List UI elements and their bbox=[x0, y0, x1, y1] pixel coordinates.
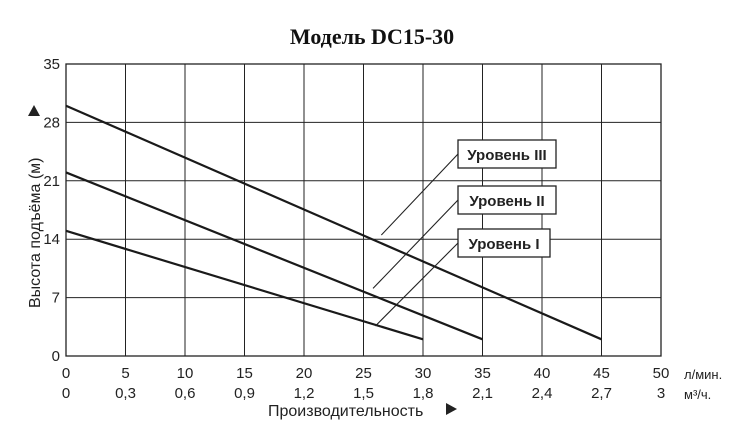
annotation-leader-line bbox=[372, 199, 459, 289]
annotation-label: Уровень I bbox=[468, 236, 539, 253]
y-tick-label: 14 bbox=[43, 231, 60, 248]
x-tick-label: 25 bbox=[355, 365, 372, 382]
x-tick-label: 50 bbox=[653, 365, 670, 382]
x-tick-label-secondary: 2,1 bbox=[472, 385, 493, 402]
annotation-callout: Уровень III bbox=[380, 139, 557, 236]
annotation-leader-line bbox=[380, 153, 459, 236]
annotation-callout: Уровень II bbox=[372, 185, 557, 289]
x-tick-labels-secondary: 0 0,3 0,6 0,9 1,2 1,5 1,8 2,1 2,4 2,7 3 bbox=[62, 385, 665, 402]
annotation-label: Уровень II bbox=[469, 193, 544, 210]
plot-frame bbox=[65, 63, 662, 357]
x-unit-primary: л/мин. bbox=[684, 367, 722, 382]
x-tick-label: 0 bbox=[62, 365, 70, 382]
x-tick-label-secondary: 1,8 bbox=[413, 385, 434, 402]
x-axis-label-group: Производительность bbox=[268, 403, 457, 420]
y-tick-label: 0 bbox=[52, 348, 60, 365]
series-lines bbox=[65, 104, 602, 341]
x-tick-label-secondary: 3 bbox=[657, 385, 665, 402]
x-tick-label-secondary: 0,6 bbox=[175, 385, 196, 402]
x-tick-label: 20 bbox=[296, 365, 313, 382]
x-tick-label-secondary: 2,7 bbox=[591, 385, 612, 402]
y-axis-arrow-icon bbox=[28, 105, 40, 116]
y-axis-label-group: Высота подъёма (м) bbox=[27, 105, 44, 308]
y-tick-label: 35 bbox=[43, 56, 60, 73]
annotation-label: Уровень III bbox=[467, 147, 546, 164]
x-tick-label: 45 bbox=[593, 365, 610, 382]
annotation-box bbox=[457, 228, 551, 258]
series-line-уровень-i bbox=[65, 229, 424, 341]
grid bbox=[66, 64, 661, 356]
series-line-уровень-ii bbox=[65, 171, 483, 341]
x-tick-label-secondary: 1,5 bbox=[353, 385, 374, 402]
x-tick-label-secondary: 0,3 bbox=[115, 385, 136, 402]
chart-title: Модель DC15-30 bbox=[290, 24, 454, 49]
x-tick-label: 35 bbox=[474, 365, 491, 382]
y-axis-label: Высота подъёма (м) bbox=[27, 158, 44, 308]
x-tick-label-secondary: 0,9 bbox=[234, 385, 255, 402]
x-tick-label: 40 bbox=[534, 365, 551, 382]
x-tick-label: 15 bbox=[236, 365, 253, 382]
x-tick-label-secondary: 0 bbox=[62, 385, 70, 402]
annotation-leader-line bbox=[375, 242, 459, 327]
x-tick-label: 30 bbox=[415, 365, 432, 382]
y-tick-label: 7 bbox=[52, 290, 60, 307]
y-tick-labels: 0 7 14 21 28 35 bbox=[43, 56, 60, 365]
x-tick-label: 10 bbox=[177, 365, 194, 382]
x-tick-label-secondary: 1,2 bbox=[294, 385, 315, 402]
series-annotations: Уровень III Уровень II Уровень I bbox=[372, 139, 557, 327]
x-axis-arrow-icon bbox=[446, 403, 457, 415]
y-tick-label: 28 bbox=[43, 114, 60, 131]
annotation-box bbox=[457, 185, 557, 215]
x-tick-label: 5 bbox=[121, 365, 129, 382]
x-unit-secondary: м³/ч. bbox=[684, 387, 711, 402]
x-tick-labels: 0 5 10 15 20 25 30 35 40 45 50 bbox=[62, 365, 670, 382]
annotation-box bbox=[457, 139, 557, 169]
x-tick-label-secondary: 2,4 bbox=[532, 385, 553, 402]
y-tick-label: 21 bbox=[43, 173, 60, 190]
x-axis-label: Производительность bbox=[268, 403, 423, 420]
series-line-уровень-iii bbox=[65, 104, 602, 341]
annotation-callout: Уровень I bbox=[375, 228, 551, 327]
